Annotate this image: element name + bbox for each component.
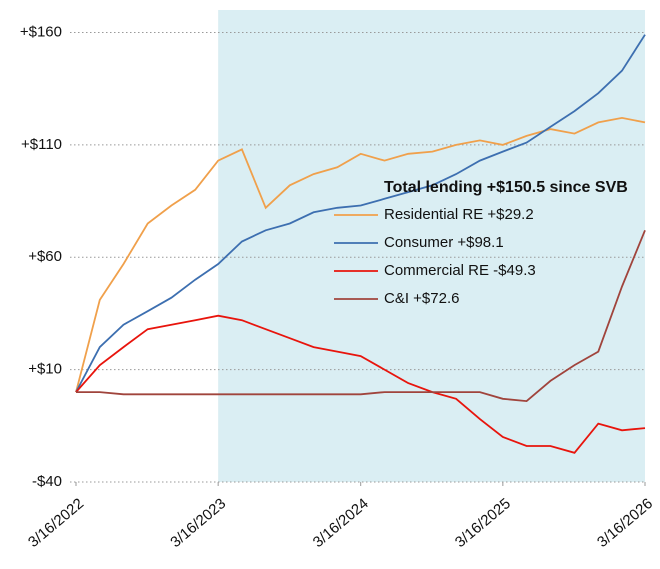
- legend-title: Total lending +$150.5 since SVB: [384, 179, 628, 196]
- legend-entry: Consumer +$98.1: [384, 234, 504, 251]
- shaded-region: [218, 10, 645, 482]
- y-tick-label: +$10: [28, 361, 62, 378]
- series-line: [76, 229, 646, 403]
- x-tick-label: 3/16/2026: [594, 495, 656, 551]
- series-line: [75, 116, 646, 393]
- legend-entry: C&I +$72.6: [384, 290, 459, 307]
- y-tick-label: +$60: [28, 248, 62, 265]
- legend-entry: Residential RE +$29.2: [384, 206, 534, 223]
- x-tick-label: 3/16/2025: [452, 495, 514, 551]
- series-line: [75, 314, 646, 454]
- y-tick-label: +$110: [21, 136, 62, 153]
- x-tick-label: 3/16/2023: [167, 495, 229, 551]
- y-tick-label: +$160: [20, 23, 62, 40]
- legend-entry: Commercial RE -$49.3: [384, 262, 536, 279]
- x-tick-label: 3/16/2022: [25, 495, 87, 551]
- y-tick-label: -$40: [32, 473, 62, 490]
- x-tick-label: 3/16/2024: [310, 495, 372, 551]
- series-line: [75, 34, 646, 393]
